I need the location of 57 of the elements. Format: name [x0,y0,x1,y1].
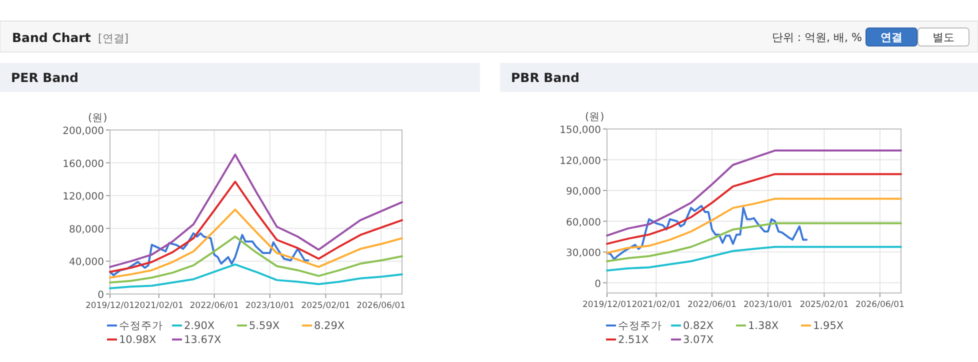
x-tick-label: 2019/12/01 [582,300,632,310]
x-tick-label: 2021/02/01 [632,300,681,310]
text: [연결] [98,32,129,45]
legend-label: 1.38X [748,320,779,332]
line-series [606,198,902,254]
y-axis-title: (원) [88,112,108,124]
legend-label: 8.29X [314,320,345,332]
y-tick-label: 60,000 [566,217,601,228]
x-tick-label: 2019/12/01 [86,301,134,311]
legend-label: 13.67X [184,334,222,346]
y-tick-label: 80,000 [69,224,104,236]
line-series [109,180,403,273]
x-tick-label: 2023/10/01 [743,300,792,310]
legend-label: 1.95X [813,320,844,332]
line-series [109,236,403,284]
y-tick-label: 200,000 [62,126,104,137]
line-series [606,150,902,237]
legend-label: 0.82X [683,320,714,332]
text: 단위 : 억원, 배, % [772,31,862,44]
y-tick-label: 150,000 [560,125,601,136]
legend-label: 5.59X [249,320,280,332]
line-series [606,246,902,272]
text: 별도 [932,31,954,44]
y-tick-label: 90,000 [566,186,601,198]
legend-label: 3.07X [683,334,714,346]
line-series [109,232,310,276]
line-series [109,263,403,290]
x-tick-label: 2022/06/01 [687,300,736,310]
text: 연결 [880,31,902,44]
line-series [606,222,902,262]
legend-label: 수정주가 [119,320,163,332]
legend-label: 2.90X [184,320,215,332]
line-series [109,208,403,279]
chart-title: PER Band [11,70,78,85]
legend-label: 수정주가 [618,320,662,332]
line-series [606,173,902,245]
x-tick-label: 2021/02/01 [134,301,184,311]
y-axis-title: (원) [585,111,604,123]
x-tick-label: 2025/02/01 [301,301,350,311]
y-tick-label: 120,000 [62,192,104,203]
y-tick-label: 40,000 [69,257,104,268]
legend-label: 2.51X [618,334,649,346]
line-series [109,154,403,268]
y-tick-label: 0 [98,290,104,301]
x-tick-label: 2026/06/01 [356,301,406,311]
chart-title: PBR Band [511,70,580,85]
line-series [606,204,808,260]
x-tick-label: 2023/10/01 [245,301,294,311]
x-tick-label: 2022/06/01 [190,301,239,311]
y-tick-label: 0 [594,278,601,290]
x-tick-label: 2025/02/01 [800,300,849,310]
legend-label: 10.98X [119,334,156,346]
text: Band Chart [12,30,91,45]
x-tick-label: 2026/06/01 [855,300,904,310]
y-tick-label: 160,000 [62,158,104,170]
y-tick-label: 120,000 [560,156,601,167]
y-tick-label: 30,000 [566,248,601,259]
